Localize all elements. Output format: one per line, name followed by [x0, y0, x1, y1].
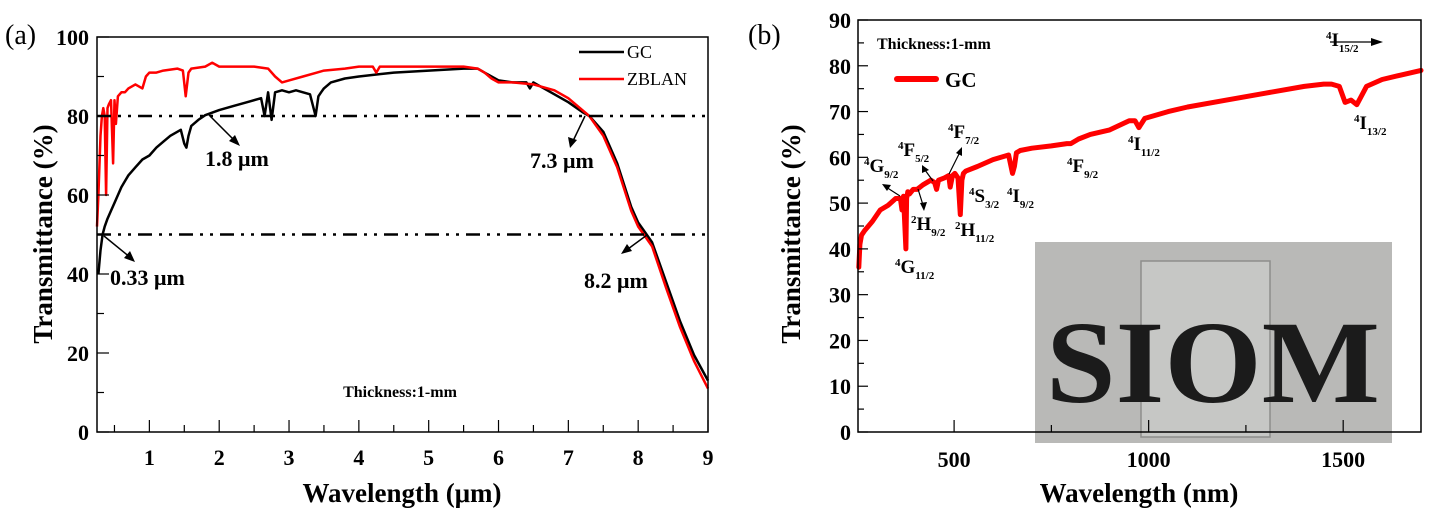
annotation-thickness-b: Thickness:1-mm — [877, 36, 991, 53]
y-tick-label: 40 — [67, 262, 89, 287]
annotation-7-3um: 7.3 μm — [530, 148, 594, 173]
arrow-8-2um — [627, 234, 648, 250]
panel-a-label: (a) — [5, 20, 36, 51]
x-tick-label: 8 — [633, 445, 644, 470]
panel-a-annotations: 1.8 μm 7.3 μm 0.33 μm 8.2 μm Thickness:1… — [103, 114, 648, 401]
panel-a-x-ticks: 1 2 3 4 5 6 7 8 9 — [113, 420, 714, 470]
arrow-4f52 — [924, 169, 934, 182]
panel-b-y-ticks: 0 10 20 30 40 50 60 70 80 90 — [829, 8, 868, 445]
panel-b-x-axis-title: Wavelength (nm) — [1040, 478, 1239, 508]
arrowhead-1-8um — [229, 135, 240, 146]
legend-label-zblan: ZBLAN — [627, 69, 687, 89]
arrowhead-4i152 — [1371, 38, 1383, 46]
energy-level-f92: 4F9/2 — [1067, 156, 1099, 181]
arrowhead-4f52 — [922, 165, 929, 173]
y-tick-label-b: 60 — [829, 145, 851, 170]
arrowhead-4f72 — [956, 147, 962, 156]
y-tick-label: 80 — [67, 104, 89, 129]
energy-level-g92: 4G9/2 — [864, 156, 899, 181]
panel-b-series — [856, 67, 1424, 270]
arrowhead-0-33um — [124, 251, 135, 262]
arrowhead-7-3um — [568, 137, 577, 148]
legend-label-gc: GC — [627, 42, 652, 62]
series-line-gc — [97, 67, 710, 382]
inset-photo: SIOM — [1035, 242, 1392, 443]
panel-b-label: (b) — [748, 20, 781, 51]
x-tick-label-b: 1000 — [1127, 447, 1171, 472]
y-tick-label-b: 50 — [829, 191, 851, 216]
y-tick-label-b: 30 — [829, 283, 851, 308]
energy-level-h92: 2H9/2 — [911, 214, 946, 239]
panel-b-y-axis-title: Transmittance (%) — [776, 124, 806, 343]
inset-photo-text: SIOM — [1046, 297, 1380, 428]
y-tick-label-b: 80 — [829, 54, 851, 79]
panel-b-x-ticks: 500 1000 1500 — [938, 420, 1365, 472]
y-tick-label-b: 0 — [840, 420, 851, 445]
panel-a-y-ticks: 0 20 40 60 80 100 — [56, 25, 109, 445]
energy-level-g112: 4G11/2 — [895, 257, 935, 282]
series-line-gc-b — [856, 67, 1424, 270]
x-tick-label: 5 — [423, 445, 434, 470]
annotation-1-8um: 1.8 μm — [205, 146, 269, 171]
energy-level-f72: 4F7/2 — [948, 122, 980, 147]
y-tick-label-b: 20 — [829, 328, 851, 353]
energy-level-f52: 4F5/2 — [898, 140, 930, 165]
glass-ceramic-sample — [1140, 260, 1271, 438]
y-tick-label-b: 40 — [829, 237, 851, 262]
x-tick-label-b: 1500 — [1321, 447, 1365, 472]
x-tick-label: 2 — [214, 445, 225, 470]
energy-level-h112: 2H11/2 — [955, 220, 995, 245]
series-line-zblan — [95, 61, 710, 390]
panel-a: (a) 1 2 3 4 5 6 7 8 9 0 20 40 60 80 100 Wavelength (μ… — [5, 20, 714, 508]
x-tick-label: 1 — [144, 445, 155, 470]
annotation-thickness-a: Thickness:1-mm — [343, 384, 457, 401]
energy-level-i112: 4I11/2 — [1128, 134, 1160, 159]
panel-a-legend: GC ZBLAN — [579, 42, 687, 89]
arrowhead-4g92 — [882, 184, 891, 191]
legend-label-gc-b: GC — [945, 68, 977, 92]
y-tick-label-b: 70 — [829, 100, 851, 125]
arrow-7-3um — [572, 115, 586, 142]
x-tick-label: 9 — [703, 445, 714, 470]
panel-a-y-axis-title: Transmittance (%) — [28, 124, 58, 343]
energy-level-i92: 4I9/2 — [1007, 186, 1034, 211]
arrowhead-2h92 — [920, 202, 927, 211]
energy-level-s32: 4S3/2 — [969, 186, 1000, 211]
y-tick-label: 20 — [67, 341, 89, 366]
energy-level-i152: 4I15/2 — [1326, 30, 1359, 55]
y-tick-label-b: 10 — [829, 374, 851, 399]
panel-b-arrows — [882, 38, 1383, 211]
arrow-0-33um — [103, 235, 132, 259]
panel-a-x-axis-title: Wavelength (μm) — [302, 478, 501, 508]
arrowhead-8-2um — [621, 244, 632, 254]
y-tick-label: 0 — [78, 420, 89, 445]
y-tick-label: 60 — [67, 183, 89, 208]
panel-b: (b) SIOM 500 1000 1500 0 10 20 30 40 50 60 70 80 90… — [748, 8, 1424, 508]
x-tick-label: 4 — [353, 445, 364, 470]
panel-b-legend: GC — [894, 68, 977, 92]
x-tick-label-b: 500 — [938, 447, 971, 472]
arrow-4f72 — [948, 151, 961, 175]
arrow-1-8um — [208, 114, 237, 143]
annotation-0-33um: 0.33 μm — [110, 265, 185, 290]
panel-a-series — [95, 61, 710, 390]
x-tick-label: 6 — [493, 445, 504, 470]
x-tick-label: 3 — [284, 445, 295, 470]
y-tick-label: 100 — [56, 25, 89, 50]
energy-level-i132: 4I13/2 — [1354, 113, 1387, 138]
annotation-8-2um: 8.2 μm — [584, 268, 648, 293]
x-tick-label: 7 — [563, 445, 574, 470]
y-tick-label-b: 90 — [829, 8, 851, 33]
arrow-2h92 — [917, 188, 924, 206]
